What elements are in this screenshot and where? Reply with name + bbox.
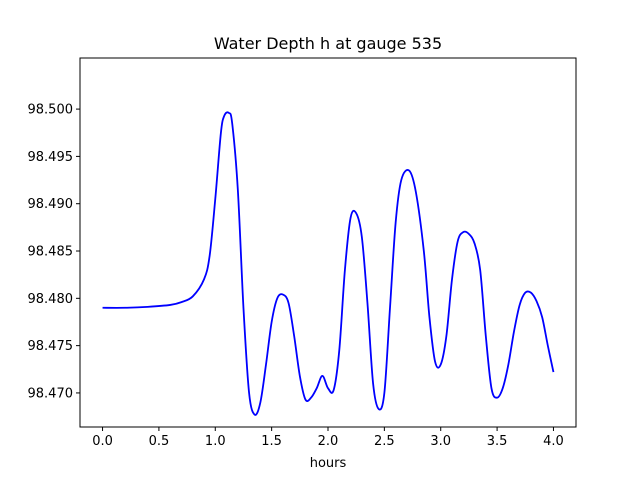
x-tick-label: 2.5 bbox=[374, 434, 395, 449]
x-tick-label: 0.0 bbox=[92, 434, 113, 449]
y-tick-label: 98.475 bbox=[28, 339, 74, 354]
chart-title: Water Depth h at gauge 535 bbox=[214, 34, 442, 53]
series-line-water-depth bbox=[102, 111, 555, 416]
plot-area bbox=[102, 111, 555, 416]
y-tick-label: 98.495 bbox=[28, 150, 74, 165]
plot-frame bbox=[79, 57, 577, 428]
y-tick-label: 98.470 bbox=[28, 386, 74, 401]
axis-ticks: 0.0 0.5 1.0 1.5 2.0 2.5 3.0 3.5 4.0 98.470 98.475 9… bbox=[28, 103, 564, 449]
x-tick-label: 1.0 bbox=[205, 434, 226, 449]
x-tick-label: 4.0 bbox=[543, 434, 564, 449]
x-tick-label: 0.5 bbox=[149, 434, 170, 449]
y-tick-label: 98.485 bbox=[28, 245, 74, 260]
x-tick-label: 1.5 bbox=[261, 434, 282, 449]
y-tick-label: 98.480 bbox=[28, 292, 74, 307]
x-axis-label: hours bbox=[310, 456, 347, 471]
x-tick-label: 3.0 bbox=[430, 434, 451, 449]
x-tick-label: 3.5 bbox=[487, 434, 508, 449]
y-tick-label: 98.490 bbox=[28, 197, 74, 212]
y-tick-label: 98.500 bbox=[28, 103, 74, 118]
x-tick-label: 2.0 bbox=[318, 434, 339, 449]
